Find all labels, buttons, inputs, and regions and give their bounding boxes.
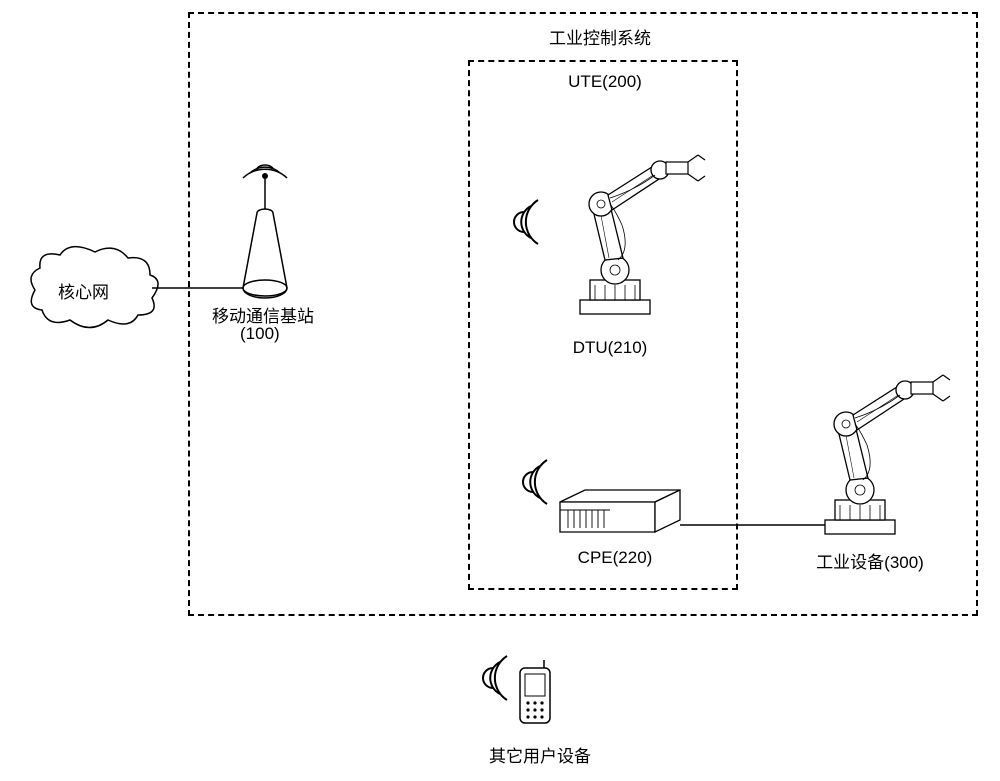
ute-box — [468, 60, 738, 590]
wireless-icon-other-ue — [483, 656, 507, 700]
cpe-label: CPE(220) — [570, 548, 660, 568]
industrial-device-label: 工业设备(300) — [800, 548, 940, 573]
ute-title: UTE(200) — [555, 72, 655, 92]
core-network-label: 核心网 — [58, 278, 109, 303]
other-ue-label: 其它用户设备 — [480, 742, 600, 767]
industrial-control-system-title: 工业控制系统 — [520, 24, 680, 49]
phone-icon — [520, 660, 550, 723]
base-station-label-2: (100) — [240, 324, 280, 344]
dtu-label: DTU(210) — [560, 338, 660, 358]
